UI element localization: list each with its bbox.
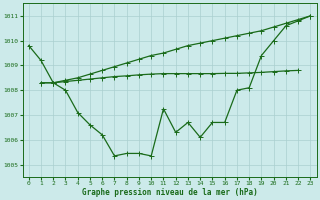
X-axis label: Graphe pression niveau de la mer (hPa): Graphe pression niveau de la mer (hPa) (82, 188, 258, 197)
